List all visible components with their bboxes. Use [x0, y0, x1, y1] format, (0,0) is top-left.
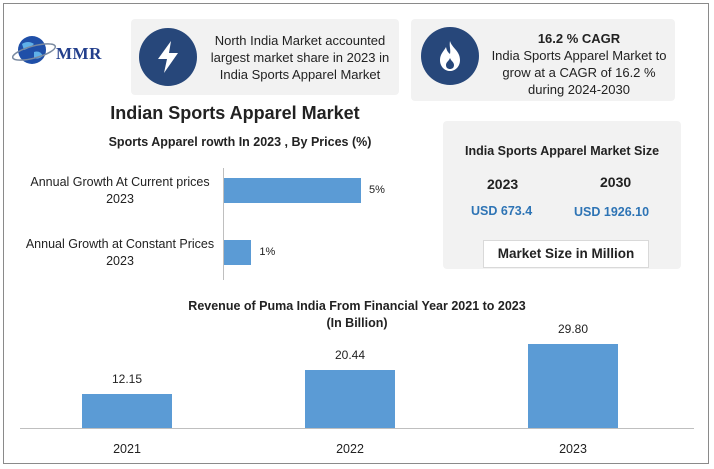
- globe-icon: [12, 36, 57, 64]
- info-card-north-india: North India Market accounted largest mar…: [131, 19, 399, 95]
- flame-icon: [440, 41, 460, 71]
- vbar-chart-subtitle: (In Billion): [326, 316, 388, 330]
- market-size-title: India Sports Apparel Market Size: [464, 144, 660, 158]
- cagr-heading: 16.2 % CAGR: [537, 31, 621, 46]
- hbar-bar: [224, 178, 361, 203]
- vbar-value-label: 29.80: [557, 321, 589, 336]
- market-size-unit: Market Size in Million: [483, 240, 649, 268]
- vbar-chart-title-line: Revenue of Puma India From Financial Yea…: [188, 299, 526, 313]
- vbar-value-label: 12.15: [111, 371, 143, 386]
- hbar-category-label: Annual Growth at Constant Prices 2023: [25, 237, 215, 268]
- vbar-category-label: 2022: [336, 442, 364, 456]
- market-size-box: India Sports Apparel Market Size 2023 20…: [443, 121, 681, 269]
- vbar-bar: [528, 343, 618, 428]
- market-size-year-2023: 2023: [487, 176, 519, 192]
- hbar-category-label: Annual Growth At Current prices 2023: [30, 175, 210, 206]
- hbar-value-label: 1%: [259, 246, 276, 258]
- hbar-bar: [224, 240, 252, 265]
- info-card-cagr: 16.2 % CAGR India Sports Apparel Market …: [411, 19, 675, 101]
- vbar-category-label: 2021: [113, 442, 141, 456]
- vbar-axis: [20, 428, 694, 429]
- market-size-year-2030: 2030: [600, 174, 632, 190]
- hbar-value-label: 5%: [368, 184, 385, 196]
- mmr-logo: MMR: [12, 30, 112, 74]
- market-size-value-2023: USD 673.4: [471, 204, 533, 218]
- vbar-bar: [82, 393, 172, 428]
- card-text: North India Market accounted largest mar…: [210, 33, 390, 82]
- main-title: Indian Sports Apparel Market: [110, 103, 360, 123]
- card-icon-circle: [421, 27, 479, 85]
- lightning-icon: [158, 41, 178, 73]
- vbar-chart-title: Revenue of Puma India From Financial Yea…: [0, 298, 714, 332]
- market-size-value-2030: USD 1926.10: [574, 205, 650, 219]
- vbar-category-label: 2023: [559, 442, 587, 456]
- vbar-bar: [305, 370, 395, 428]
- hbar-chart-title: Sports Apparel rowth In 2023 , By Prices…: [108, 135, 372, 149]
- cagr-text: India Sports Apparel Market to grow at a…: [491, 48, 667, 97]
- vbar-value-label: 20.44: [334, 348, 366, 363]
- logo-text: MMR: [56, 44, 102, 63]
- card-icon-circle: [139, 28, 197, 86]
- hbar-axis: [223, 168, 224, 280]
